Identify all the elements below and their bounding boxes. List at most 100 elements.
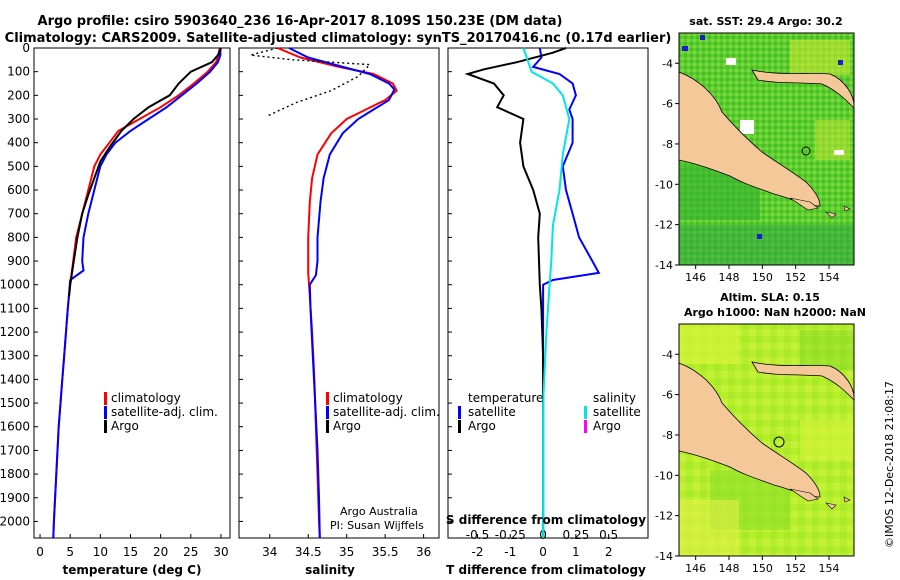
depth-tick-label: 1900 — [0, 491, 30, 505]
depth-tick-label: 1300 — [0, 349, 30, 363]
x-tick-label: 35.5 — [372, 545, 399, 559]
depth-tick-label: 0 — [22, 41, 30, 55]
legend-swatch-sal-satellite — [584, 406, 587, 419]
legend-label-temperature: temperature — [468, 391, 543, 405]
depth-tick-label: 1700 — [0, 443, 30, 457]
salinity-diff-tick-label: -0.25 — [495, 528, 526, 542]
depth-tick-label: 1400 — [0, 372, 30, 386]
difference-legend: temperature satellite Argo salinity sate… — [458, 391, 641, 433]
legend-swatch-climatology — [104, 392, 107, 405]
depth-tick-label: 300 — [7, 112, 30, 126]
legend-label-salinity: salinity — [593, 391, 636, 405]
lon-tick-label: 148 — [719, 562, 740, 575]
series-climatology — [278, 48, 397, 538]
salinity-legend: climatology satellite-adj. clim. Argo Ar… — [326, 391, 440, 532]
depth-tick-label: 1000 — [0, 278, 30, 292]
legend-label-climatology: climatology — [333, 391, 403, 405]
difference-chart: -2 -1 0 1 2-0.5 -0.25 0 0.25 0.5 — [466, 48, 618, 559]
legend-label-argo: Argo — [111, 419, 139, 433]
lon-tick-label: 148 — [719, 271, 740, 284]
x-tick-label: 25 — [183, 545, 198, 559]
legend-swatch-climatology — [326, 392, 329, 405]
x-tick-label: -1 — [504, 545, 516, 559]
lon-tick-label: 154 — [819, 562, 840, 575]
lat-tick-label: -4 — [662, 348, 673, 361]
lon-tick-label: 152 — [785, 562, 806, 575]
legend-label-satellite: satellite-adj. clim. — [111, 405, 218, 419]
depth-tick-label: 2000 — [0, 514, 30, 528]
series-climatology — [53, 48, 219, 538]
legend-swatch-sal-argo — [584, 420, 587, 433]
sst-map — [679, 33, 854, 265]
legend-label-satellite: satellite-adj. clim. — [333, 405, 440, 419]
lat-tick-label: -6 — [662, 98, 673, 111]
x-tick-label: 0 — [539, 545, 547, 559]
salinity-diff-tick-label: 0.5 — [599, 528, 618, 542]
difference-axis-label: T difference from climatology — [446, 563, 646, 577]
lon-tick-label: 146 — [685, 562, 706, 575]
x-tick-label: 35 — [339, 545, 354, 559]
title-line-1: Argo profile: csiro 5903640_236 16-Apr-2… — [38, 14, 563, 29]
x-tick-label: 10 — [93, 545, 108, 559]
depth-axis: 0 100 200 300 400 500 600 700 800 900 1000 1100 1200… — [0, 41, 452, 528]
depth-tick-label: 1500 — [0, 396, 30, 410]
depth-tick-label: 700 — [7, 207, 30, 221]
lat-tick-label: -12 — [655, 510, 673, 523]
series-salinity-satellite — [523, 48, 569, 538]
depth-tick-label: 800 — [7, 230, 30, 244]
lon-tick-label: 146 — [685, 271, 706, 284]
salinity-difference-axis-label: S difference from climatology — [446, 513, 646, 527]
lon-tick-label: 154 — [819, 271, 840, 284]
x-tick-label: 20 — [153, 545, 168, 559]
depth-tick-label: 600 — [7, 183, 30, 197]
legend-label-climatology: climatology — [111, 391, 181, 405]
lon-tick-label: 150 — [752, 271, 773, 284]
legend-label-temp-satellite: satellite — [468, 405, 516, 419]
temperature-chart: 0 5 10 15 20 25 30 — [36, 48, 228, 559]
series-satellite-adj-clim- — [289, 48, 394, 538]
lat-tick-label: -10 — [655, 178, 673, 191]
x-tick-label: 34.5 — [295, 545, 322, 559]
lat-tick-label: -4 — [662, 57, 673, 70]
legend-swatch-argo — [326, 420, 329, 433]
legend-swatch-temp-satellite — [458, 406, 461, 419]
depth-tick-label: 1200 — [0, 325, 30, 339]
sla-map-title-1: Altim. SLA: 0.15 — [720, 291, 820, 304]
lat-tick-label: -8 — [662, 429, 673, 442]
legend-label-argo: Argo — [333, 419, 361, 433]
legend-label-sal-argo: Argo — [593, 419, 621, 433]
depth-tick-label: 100 — [7, 65, 30, 79]
legend-swatch-satellite — [104, 406, 107, 419]
title-line-2: Climatology: CARS2009. Satellite-adjuste… — [5, 31, 672, 46]
depth-tick-label: 1800 — [0, 467, 30, 481]
lat-tick-label: -12 — [655, 219, 673, 232]
depth-tick-label: 1600 — [0, 420, 30, 434]
temperature-legend: climatology satellite-adj. clim. Argo — [104, 391, 218, 433]
depth-tick-label: 1100 — [0, 301, 30, 315]
depth-tick-label: 400 — [7, 136, 30, 150]
credit-line-2: PI: Susan Wijffels — [330, 519, 424, 532]
legend-swatch-satellite — [326, 406, 329, 419]
x-tick-label: 2 — [605, 545, 613, 559]
difference-panel — [448, 48, 648, 538]
x-tick-label: 15 — [123, 545, 138, 559]
sst-map-title: sat. SST: 29.4 Argo: 30.2 — [689, 15, 842, 28]
lat-tick-label: -10 — [655, 469, 673, 482]
depth-tick-label: 200 — [7, 88, 30, 102]
depth-tick-label: 900 — [7, 254, 30, 268]
imos-watermark: ©IMOS 12-Dec-2018 21:08:17 — [883, 381, 896, 548]
lat-tick-label: -14 — [655, 259, 673, 272]
sla-map — [679, 324, 854, 556]
x-tick-label: 5 — [66, 545, 74, 559]
x-tick-label: 30 — [213, 545, 228, 559]
salinity-axis-label: salinity — [305, 563, 355, 577]
legend-swatch-temp-argo — [458, 420, 461, 433]
legend-label-temp-argo: Argo — [468, 419, 496, 433]
lon-tick-label: 150 — [752, 562, 773, 575]
salinity-diff-tick-label: -0.5 — [466, 528, 489, 542]
lat-tick-label: -14 — [655, 550, 673, 563]
depth-tick-label: 500 — [7, 159, 30, 173]
x-tick-label: 34 — [262, 545, 277, 559]
sla-map-title-2: Argo h1000: NaN h2000: NaN — [684, 306, 866, 319]
legend-label-sal-satellite: satellite — [593, 405, 641, 419]
